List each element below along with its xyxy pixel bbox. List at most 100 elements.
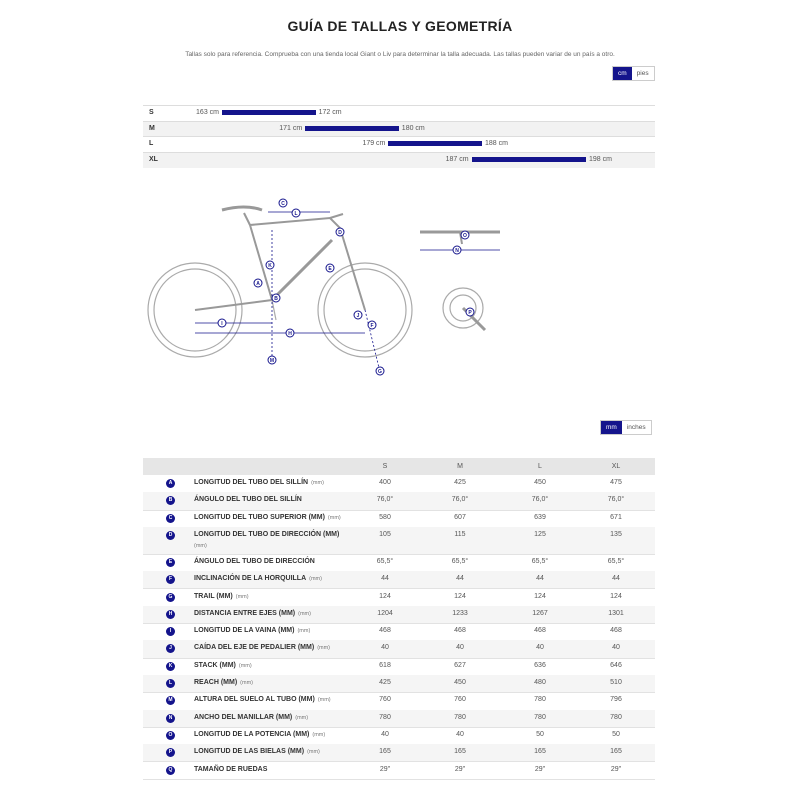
cell-value: 780: [454, 713, 466, 721]
badge-letter: B: [274, 296, 278, 302]
unit-button[interactable]: inches: [626, 424, 646, 431]
row-unit: (mm): [327, 514, 341, 521]
cell-value: 1204: [377, 609, 393, 617]
badge-circle: [291, 208, 301, 218]
range-to: 172 cm: [318, 109, 342, 116]
row-unit: (mm): [298, 610, 311, 617]
range-to: 188 cm: [485, 140, 508, 147]
unit-button[interactable]: cm: [613, 67, 632, 80]
cell-value: 425: [379, 679, 391, 686]
size-row: M 171 cm 180 cm: [143, 120, 655, 137]
page-title: GUÍA DE TALLAS Y GEOMETRÍA: [287, 18, 513, 34]
size-row: S 163 cm 172 cm: [143, 105, 655, 121]
column-header: L: [538, 463, 542, 470]
row-name: ALTURA DEL SUELO AL TUBO (MM) (mm): [194, 696, 331, 703]
unit-button[interactable]: pies: [636, 70, 649, 77]
row-unit: (mm): [307, 749, 320, 756]
size-label: M: [149, 124, 155, 132]
unit-button[interactable]: mm: [601, 421, 622, 434]
size-label: XL: [149, 155, 158, 163]
table-row: C LONGITUD DEL TUBO SUPERIOR (MM) (mm) 580 6…: [143, 510, 655, 528]
note: Tallas solo para referencia. Comprueba c…: [185, 51, 615, 58]
row-unit: (mm): [238, 662, 252, 669]
row-name-text: LONGITUD DEL TUBO SUPERIOR (MM): [194, 513, 325, 521]
badge-circle: [375, 366, 385, 376]
cell-value: 124: [534, 592, 546, 600]
badge-letter: M: [270, 358, 274, 364]
table-row: A LONGITUD DEL TUBO DEL SILLÍN (mm) 400 425 4…: [143, 475, 655, 494]
row-name-text: TAMAÑO DE RUEDAS: [194, 765, 268, 773]
range-bar: [471, 156, 586, 162]
row-name-text: DISTANCIA ENTRE EJES (MM): [194, 609, 296, 617]
row-letter: F: [166, 575, 175, 585]
row-name: INCLINACIÓN DE LA HORQUILLA (mm): [194, 575, 322, 582]
cell-value: 480: [534, 679, 546, 686]
diagram-badge: A: [253, 278, 263, 288]
cell-value: 124: [454, 592, 466, 600]
range-from: 171 cm: [279, 124, 303, 132]
badge-letter: I: [221, 321, 223, 327]
row-name: LONGITUD DEL TUBO SUPERIOR (MM) (mm): [194, 514, 341, 521]
row-unit: (mm): [317, 645, 331, 652]
badge-letter: N: [455, 248, 459, 254]
row-letter: N: [166, 713, 175, 723]
unit-toggle: cm pies: [612, 66, 655, 81]
range-bar: [388, 141, 482, 146]
table-row: G TRAIL (MM) (mm) 124 124 124 124: [143, 589, 655, 607]
size-row: L 179 cm 188 cm: [143, 136, 655, 152]
cell-value: 639: [534, 513, 546, 521]
cell-value: 510: [610, 679, 622, 686]
badge-letter: P: [468, 310, 472, 316]
row-name: REACH (MM) (mm): [194, 679, 253, 686]
diagram-badge: P: [465, 307, 475, 317]
size-label: L: [149, 140, 154, 147]
column-header: S: [382, 463, 388, 470]
table-row: P LONGITUD DE LAS BIELAS (MM) (mm) 165 165 16…: [143, 744, 655, 763]
table-row: N ANCHO DEL MANILLAR (MM) (mm) 780 780 780 780: [143, 709, 655, 728]
table-row: F INCLINACIÓN DE LA HORQUILLA (mm) 44 44 44 44: [143, 571, 655, 590]
cell-value: 76,0°: [451, 496, 469, 504]
badge-circle: [367, 320, 377, 330]
badge-circle: [265, 260, 275, 270]
row-letter: P: [166, 748, 175, 758]
diagram-badge: E: [325, 263, 335, 273]
row-name-text: LONGITUD DE LA VAINA (MM): [194, 627, 295, 635]
cell-value: 636: [534, 661, 546, 669]
table-row: D LONGITUD DEL TUBO DE DIRECCIÓN (MM) (mm)…: [143, 526, 655, 555]
row-letter: J: [166, 644, 175, 654]
row-name: TAMAÑO DE RUEDAS: [194, 766, 267, 773]
row-name-text: ÁNGULO DEL TUBO DE DIRECCIÓN: [194, 557, 315, 565]
cell-value: 40: [381, 730, 389, 738]
cell-value: 29": [379, 765, 391, 773]
row-name-text: LONGITUD DE LAS BIELAS (MM): [194, 748, 305, 756]
cell-value: 44: [612, 575, 620, 583]
range-from: 187 cm: [445, 155, 469, 163]
row-unit: (mm): [235, 593, 249, 600]
cell-value: 1267: [532, 609, 548, 617]
row-letter: H: [166, 609, 175, 619]
row-letter: O: [166, 730, 175, 740]
badge-circle: [278, 198, 288, 208]
row-letter: L: [166, 679, 175, 688]
cell-value: 1301: [608, 609, 624, 617]
row-unit: (mm): [312, 731, 326, 738]
badge-circle: [325, 263, 335, 273]
range-bar: [222, 110, 316, 115]
badge-circle: [253, 278, 263, 288]
range-from: 163 cm: [196, 109, 219, 116]
cell-value: 115: [454, 530, 466, 538]
cell-value: 780: [534, 696, 546, 704]
badge-letter: A: [256, 281, 260, 287]
cell-value: 425: [454, 479, 466, 486]
row-name-text: ÁNGULO DEL TUBO DEL SILLÍN: [194, 496, 302, 504]
table-row: B ÁNGULO DEL TUBO DEL SILLÍN 76,0° 76,0° 76,…: [143, 492, 655, 511]
cell-value: 65,5°: [376, 557, 394, 565]
badge-letter: O: [463, 233, 467, 239]
cell-value: 44: [456, 575, 464, 583]
row-letter: A: [166, 479, 175, 488]
diagram-badge: O: [460, 230, 470, 240]
cell-value: 618: [379, 661, 391, 669]
badge-letter: H: [288, 331, 292, 337]
cell-value: 44: [536, 575, 544, 583]
column-header: M: [457, 463, 463, 470]
